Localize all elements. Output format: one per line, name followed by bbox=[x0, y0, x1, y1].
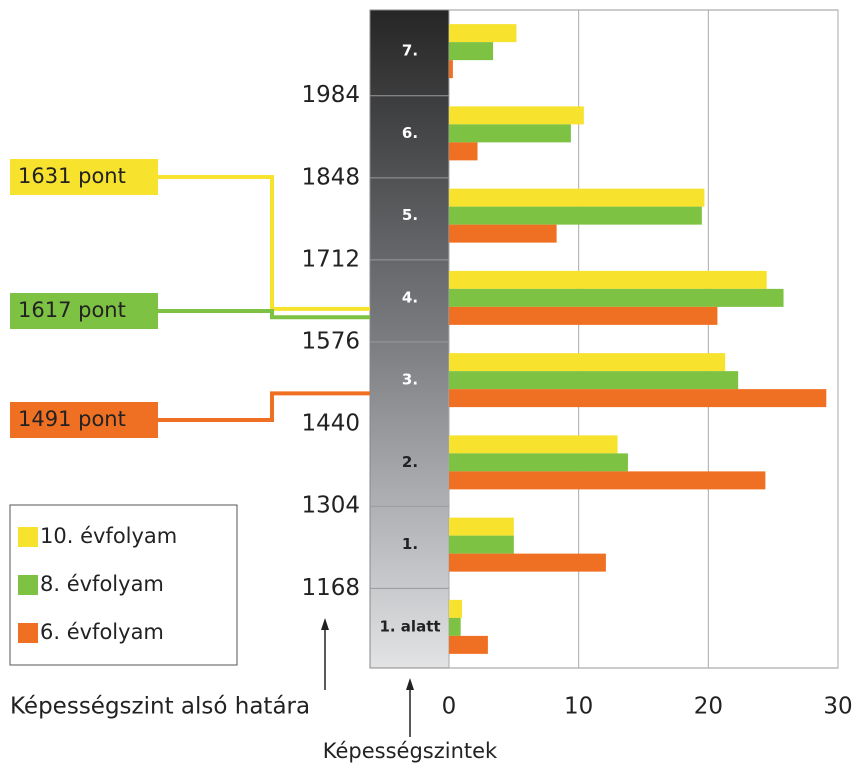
bar bbox=[449, 24, 517, 43]
y2-tick-label: 1168 bbox=[301, 575, 360, 601]
bar bbox=[449, 553, 606, 572]
level-label: 4. bbox=[402, 288, 418, 306]
y-axis-label: Képességszintek bbox=[323, 739, 498, 763]
level-label: 7. bbox=[402, 42, 418, 60]
y2-tick-label: 1440 bbox=[301, 411, 360, 437]
bar bbox=[449, 535, 514, 554]
y2-tick-label: 1984 bbox=[301, 82, 360, 108]
annotation-label: 1617 pont bbox=[18, 298, 126, 322]
annotation-label: 1491 pont bbox=[18, 407, 126, 431]
y2-tick-label: 1712 bbox=[301, 246, 360, 272]
bar bbox=[449, 635, 488, 654]
bar bbox=[449, 353, 726, 372]
arrowhead bbox=[406, 678, 414, 690]
bar bbox=[449, 142, 478, 161]
level-column bbox=[369, 9, 450, 669]
x-tick-label: 10 bbox=[564, 694, 593, 720]
bar bbox=[449, 517, 514, 536]
bar bbox=[449, 224, 557, 243]
annotation-label: 1631 pont bbox=[18, 164, 126, 188]
annotation-box bbox=[10, 402, 158, 438]
x-tick-label: 20 bbox=[694, 694, 723, 720]
bar bbox=[449, 42, 494, 61]
legend bbox=[9, 504, 238, 666]
bar bbox=[449, 453, 628, 472]
x-tick-label: 0 bbox=[442, 694, 457, 720]
legend-swatch bbox=[18, 623, 38, 643]
legend-label: 8. évfolyam bbox=[40, 572, 164, 596]
bar bbox=[449, 270, 767, 289]
bar bbox=[449, 106, 584, 125]
y2-tick-label: 1848 bbox=[301, 164, 360, 190]
bar bbox=[449, 124, 571, 143]
bar bbox=[449, 617, 461, 636]
annotation-line bbox=[158, 309, 370, 320]
y2-tick-label: 1576 bbox=[301, 329, 360, 355]
level-label: 3. bbox=[402, 371, 418, 389]
bar bbox=[449, 288, 784, 307]
bar bbox=[449, 306, 718, 325]
annotation-box bbox=[10, 293, 158, 329]
level-label: 1. bbox=[402, 535, 418, 553]
legend-swatch bbox=[18, 575, 38, 595]
level-label: 6. bbox=[402, 124, 418, 142]
bar bbox=[449, 389, 827, 408]
annotation-line bbox=[158, 175, 370, 311]
bar bbox=[449, 188, 705, 207]
x-tick-label: 30 bbox=[823, 694, 852, 720]
arrowhead bbox=[321, 618, 329, 630]
level-label: 1. alatt bbox=[379, 617, 440, 635]
y2-axis-label: Képességszint alsó határa bbox=[10, 694, 310, 720]
legend-label: 6. évfolyam bbox=[40, 620, 164, 644]
bar bbox=[449, 60, 453, 79]
bar bbox=[449, 206, 702, 225]
legend-label: 10. évfolyam bbox=[40, 524, 177, 548]
level-label: 2. bbox=[402, 453, 418, 471]
level-label: 5. bbox=[402, 206, 418, 224]
y2-tick-label: 1304 bbox=[301, 493, 360, 519]
annotation-line bbox=[158, 391, 370, 422]
bar bbox=[449, 435, 618, 454]
bar bbox=[449, 371, 739, 390]
annotation-box bbox=[10, 159, 158, 195]
bar bbox=[449, 471, 766, 490]
bar bbox=[449, 599, 462, 618]
legend-swatch bbox=[18, 527, 38, 547]
